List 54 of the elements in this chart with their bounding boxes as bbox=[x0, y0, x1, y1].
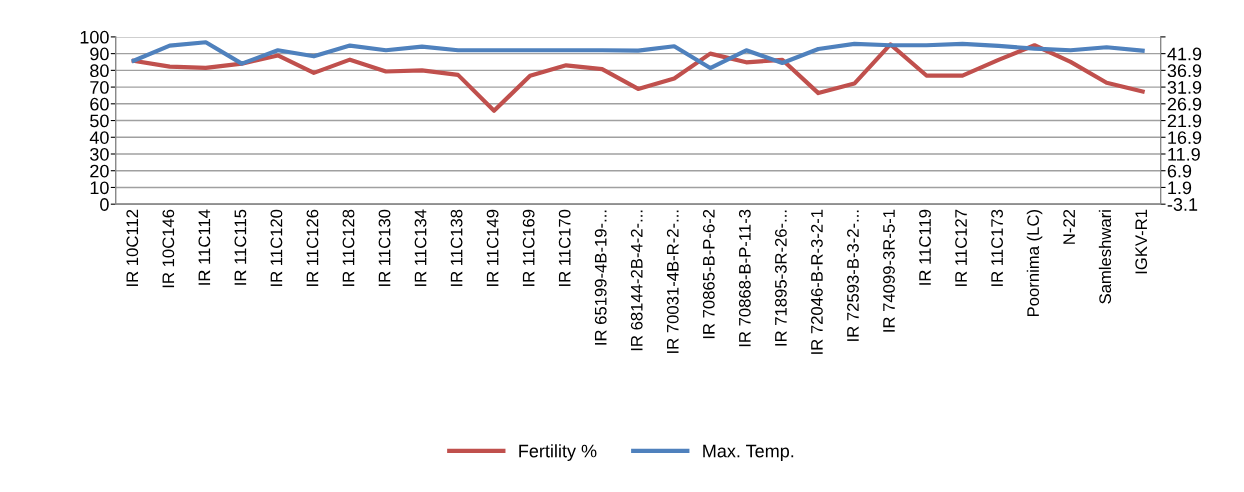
y2-tick-label: 26.9 bbox=[1167, 97, 1202, 111]
x-tick-label: IR 10C146 bbox=[162, 209, 175, 288]
y2-tick-label: 6.9 bbox=[1167, 164, 1192, 178]
y-tick-label: 90 bbox=[90, 47, 109, 61]
x-tick-label: IR 11C126 bbox=[306, 209, 319, 286]
x-tick-label: IR 11C119 bbox=[919, 209, 931, 285]
line-series bbox=[131, 42, 1145, 113]
x-tick-label: IR 11C127 bbox=[955, 209, 967, 286]
x-tick-label: IR 11C114 bbox=[198, 209, 211, 285]
y2-tick-label: 36.9 bbox=[1167, 64, 1202, 78]
y-tick-label: 40 bbox=[89, 131, 109, 144]
x-tick-label: IR 11C138 bbox=[450, 209, 463, 286]
x-tick-label: IR 11C120 bbox=[270, 209, 283, 286]
x-tick-label: IR 68144-2B-4-2-... bbox=[630, 210, 643, 351]
y2-tick-label: 16.9 bbox=[1168, 131, 1202, 144]
x-tick-label: IR 11C169 bbox=[522, 209, 535, 286]
y-tick-label: 60 bbox=[90, 97, 109, 111]
x-tick-label: IR 11C128 bbox=[342, 209, 355, 286]
y-tick-label: 100 bbox=[80, 30, 109, 44]
y2-tick-label: 1.9 bbox=[1168, 181, 1192, 195]
legend-label: Max. Temp. bbox=[703, 444, 794, 461]
y2-tick-label: -3.1 bbox=[1167, 198, 1198, 211]
x-tick-label: IR 70865-B-P-6-2 bbox=[702, 209, 715, 339]
x-tick-label: IR 10C112 bbox=[126, 209, 139, 286]
y-tick-label: 70 bbox=[90, 81, 109, 94]
y2-tick-label: 11.9 bbox=[1168, 147, 1200, 161]
y-tick-label: 80 bbox=[90, 64, 109, 78]
x-tick-label: IR 11C115 bbox=[234, 209, 247, 285]
x-tick-label: IR 71895-3R-26-... bbox=[774, 210, 787, 346]
y-tick-label: 50 bbox=[90, 114, 109, 128]
x-tick-label: Samleshwari bbox=[1098, 210, 1112, 304]
x-tick-label: Poornima (LC) bbox=[1026, 210, 1043, 317]
y-tick-label: 0 bbox=[100, 198, 109, 211]
x-tick-label: IR 65199-4B-19-... bbox=[594, 210, 607, 345]
x-tick-label: IR 11C134 bbox=[414, 209, 427, 286]
legend-label: Fertility % bbox=[519, 444, 597, 461]
x-tick-label: IR 74099-3R-5-1 bbox=[883, 209, 895, 332]
y2-tick-label: 31.9 bbox=[1167, 81, 1202, 94]
x-tick-label: IR 70031-4B-R-2-... bbox=[666, 210, 679, 353]
y-tick-label: 10 bbox=[90, 181, 109, 195]
y-tick-label: 20 bbox=[90, 164, 109, 178]
x-tick-label: N-22 bbox=[1063, 209, 1075, 244]
x-tick-label: IR 11C173 bbox=[991, 209, 1003, 286]
x-tick-label: IR 70868-B-P-11-3 bbox=[738, 209, 751, 347]
x-tick-label: IR 72046-B-R-3-2-1 bbox=[811, 209, 823, 354]
x-tick-label: IR 72593-B-3-2-... bbox=[847, 210, 859, 341]
y2-tick-label: 41.9 bbox=[1167, 47, 1202, 61]
x-tick-label: IR 11C149 bbox=[486, 209, 499, 286]
x-tick-label: IR 11C170 bbox=[558, 209, 571, 286]
x-tick-label: IR 11C130 bbox=[378, 209, 391, 286]
y-tick-label: 30 bbox=[90, 147, 109, 161]
line-series bbox=[131, 40, 1145, 71]
x-tick-label: IGKV-R1 bbox=[1135, 209, 1148, 274]
y2-tick-label: 21.9 bbox=[1167, 114, 1202, 128]
